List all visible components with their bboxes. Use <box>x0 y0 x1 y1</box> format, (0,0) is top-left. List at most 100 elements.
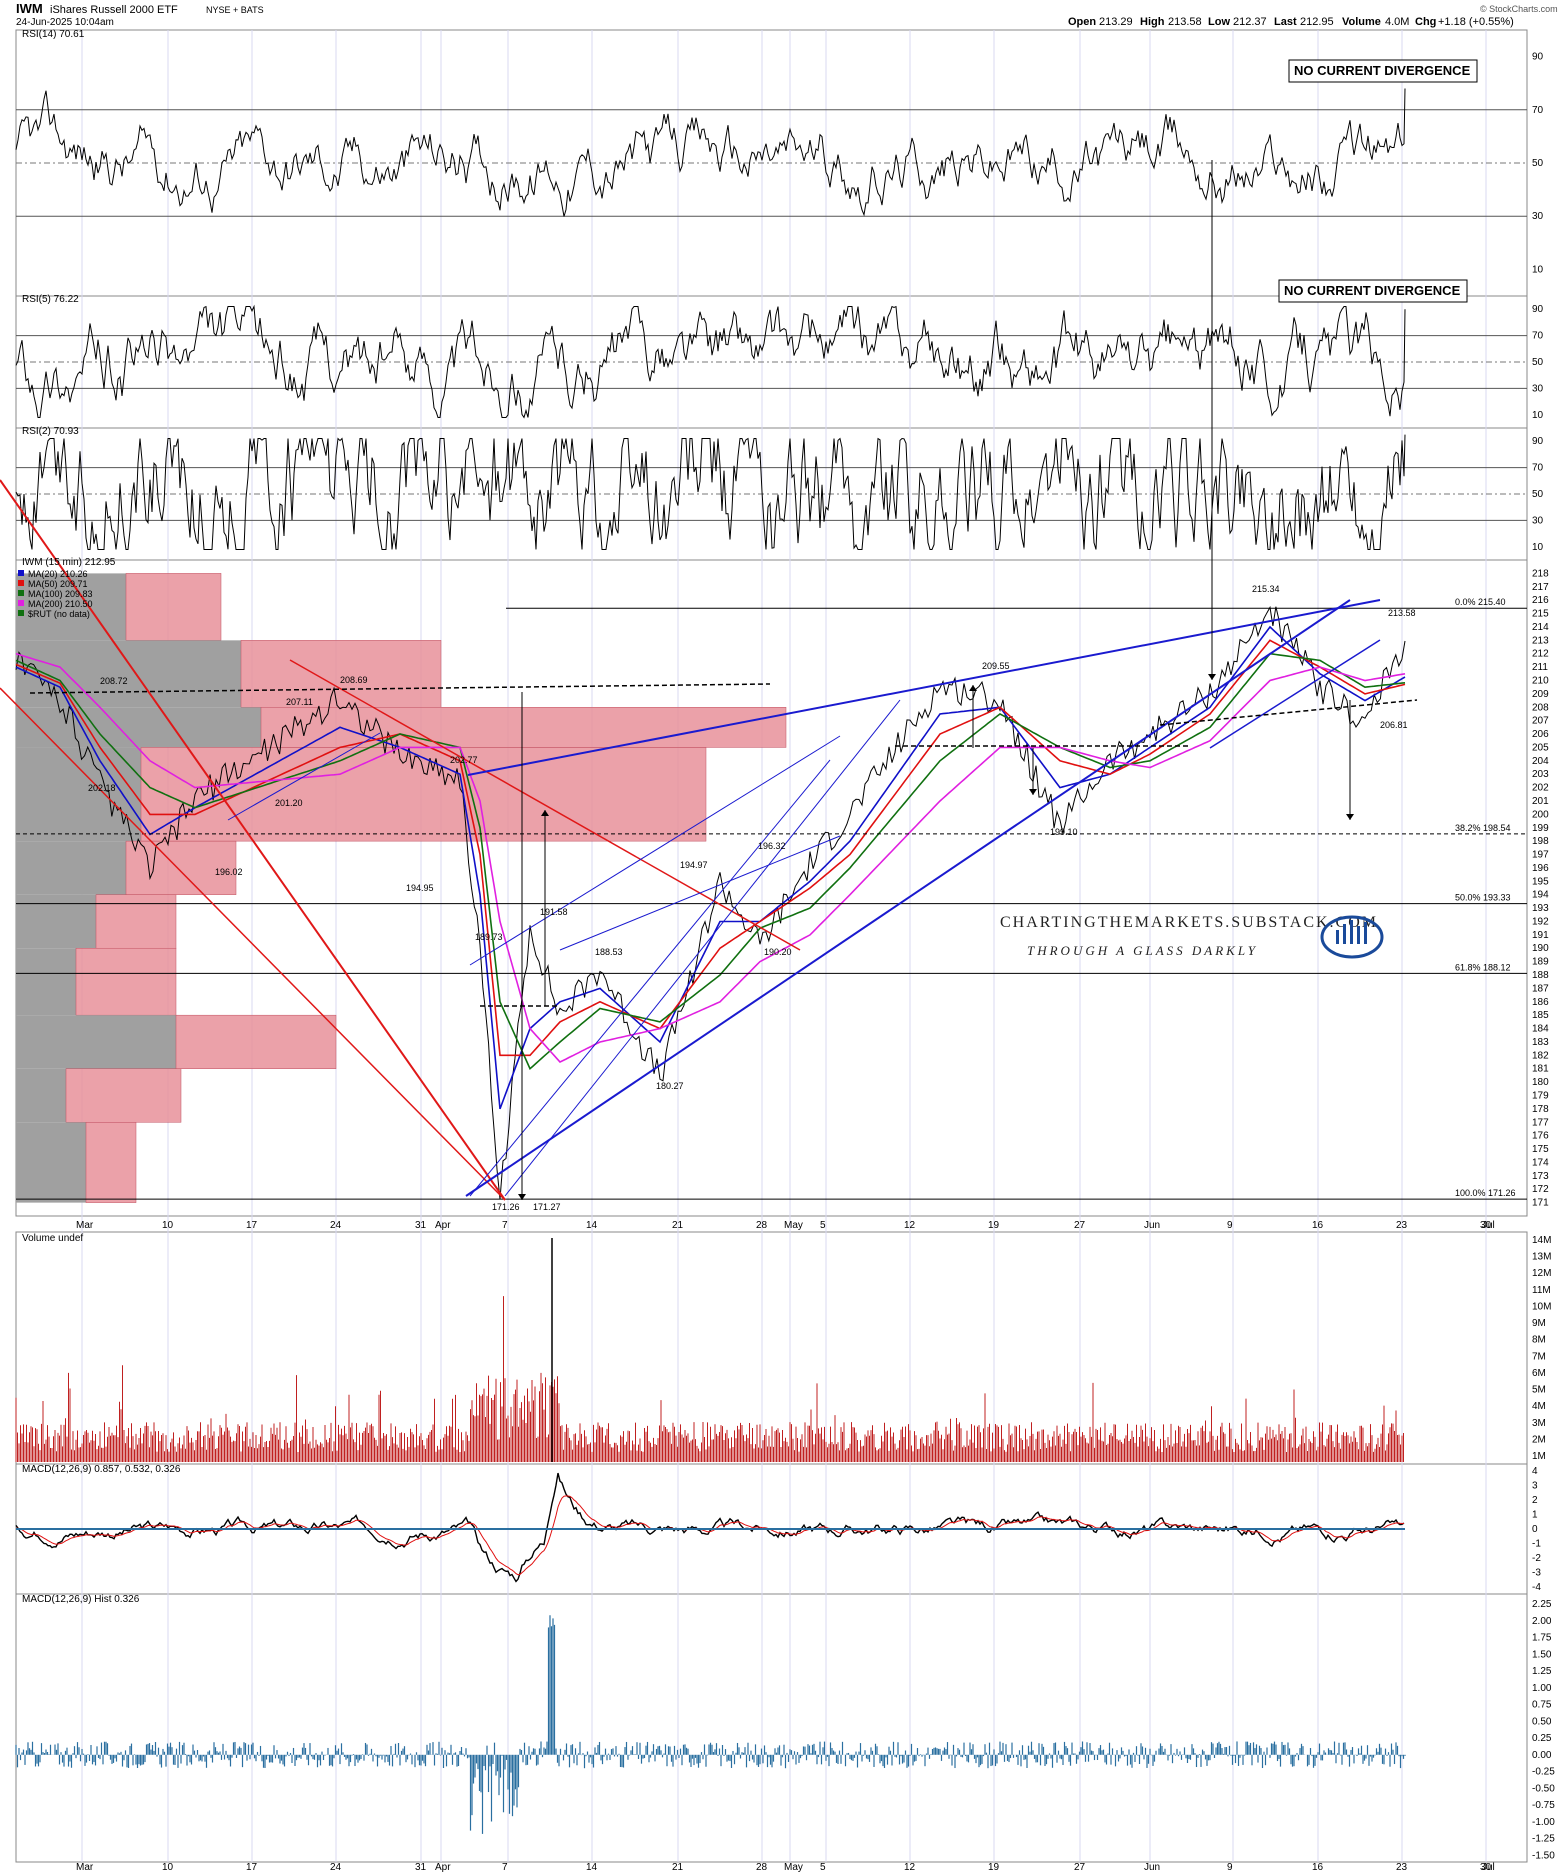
price-y-tick: 176 <box>1532 1131 1549 1142</box>
fib-label: 61.8% 188.12 <box>1455 962 1511 972</box>
price-y-tick: 202 <box>1532 783 1549 794</box>
price-point-label: 196.02 <box>215 867 243 877</box>
price-y-tick: 208 <box>1532 702 1549 713</box>
x-tick-label-bottom: Jun <box>1144 1862 1160 1872</box>
hist-y-tick: -0.25 <box>1532 1767 1555 1778</box>
volume-label: Volume <box>1342 16 1381 28</box>
hist-y-tick: 1.00 <box>1532 1683 1552 1694</box>
price-y-tick: 173 <box>1532 1171 1549 1182</box>
x-tick-label: 31 <box>415 1220 427 1231</box>
trendline <box>467 599 1381 776</box>
macd-y-tick: -1 <box>1532 1538 1541 1549</box>
low-label: Low <box>1208 16 1230 28</box>
price-series-3 <box>15 652 1406 1071</box>
x-tick-label: 23 <box>1396 1220 1408 1231</box>
header-exchange: NYSE + BATS <box>206 5 264 15</box>
price-y-tick: 199 <box>1532 823 1549 834</box>
watermark-text: CHARTINGTHEMARKETS.SUBSTACK.COM <box>1000 914 1378 931</box>
ohlc-readout: Open 213.29 High 213.58 Low 212.37 Last … <box>1068 16 1514 28</box>
volume-profile-bar-red <box>85 1122 137 1203</box>
x-tick-label: 7 <box>502 1220 508 1231</box>
fib-label: 38.2% 198.54 <box>1455 823 1511 833</box>
volume-y-tick: 5M <box>1532 1385 1546 1396</box>
volume-y-tick: 3M <box>1532 1418 1546 1429</box>
trendline <box>289 659 801 951</box>
arrow-icon-head <box>1346 814 1354 820</box>
volume-profile-bar-gray <box>16 894 96 949</box>
price-y-tick: 213 <box>1532 635 1549 646</box>
x-tick-label: 19 <box>988 1220 1000 1231</box>
rsi5-y-tick: 50 <box>1532 357 1544 368</box>
legend-entry: MA(100) 209.83 <box>28 589 93 599</box>
rsi2-title: RSI(2) 70.93 <box>22 426 79 437</box>
rsi2-y-tick: 10 <box>1532 542 1544 553</box>
price-y-tick: 194 <box>1532 890 1549 901</box>
price-point-label: 194.95 <box>406 883 434 893</box>
trendline <box>465 599 1351 1197</box>
x-tick-label: 12 <box>904 1220 916 1231</box>
price-point-label: 180.27 <box>656 1081 684 1091</box>
price-point-label: 208.69 <box>340 675 368 685</box>
volume-profile-bar-gray <box>16 1122 86 1203</box>
hist-y-tick: 0.00 <box>1532 1750 1552 1761</box>
arrow-icon-head <box>1029 789 1037 795</box>
x-tick-label-bottom: 10 <box>162 1862 174 1872</box>
volume-profile-bar-red <box>75 947 177 1016</box>
trendline <box>1209 639 1381 749</box>
x-tick-label: 9 <box>1227 1220 1233 1231</box>
price-y-tick: 186 <box>1532 997 1549 1008</box>
watermark-sub: THROUGH A GLASS DARKLY <box>1027 943 1258 958</box>
price-y-tick: 185 <box>1532 1010 1549 1021</box>
legend-swatch <box>18 590 24 596</box>
volume-y-tick: 8M <box>1532 1335 1546 1346</box>
rsi14-line <box>15 88 1406 217</box>
price-y-tick: 191 <box>1532 930 1549 941</box>
header-symbol: IWM <box>16 1 43 16</box>
price-point-label: 190.20 <box>764 947 792 957</box>
price-y-tick: 196 <box>1532 863 1549 874</box>
macd-line <box>15 1472 1405 1583</box>
price-y-tick: 192 <box>1532 916 1549 927</box>
fib-label: 0.0% 215.40 <box>1455 597 1506 607</box>
x-tick-label: 17 <box>246 1220 258 1231</box>
legend-entry: MA(50) 209.71 <box>28 579 88 589</box>
x-tick-label-bottom: 19 <box>988 1862 1000 1872</box>
volume-profile-bar-red <box>175 1014 337 1069</box>
header-datetime: 24-Jun-2025 10:04am <box>16 17 114 28</box>
legend-swatch <box>18 580 24 586</box>
price-point-label: 194.97 <box>680 860 708 870</box>
legend-entry: $RUT (no data) <box>28 609 90 619</box>
x-tick-label: 14 <box>586 1220 598 1231</box>
open-label: Open <box>1068 16 1096 28</box>
last-label: Last <box>1274 16 1297 28</box>
x-tick-label: Jun <box>1144 1220 1160 1231</box>
annotations: 0.0% 215.40 38.2% 198.54 50.0% 193.33 61.8%… <box>0 160 1527 1212</box>
price-y-tick: 212 <box>1532 649 1549 660</box>
price-y-tick: 175 <box>1532 1144 1549 1155</box>
price-y-tick: 217 <box>1532 582 1549 593</box>
x-tick-label: Mar <box>76 1220 94 1231</box>
rsi14-y-tick: 90 <box>1532 52 1544 63</box>
volume-profile-bar-red <box>240 640 442 708</box>
header-source: © StockCharts.com <box>1480 4 1558 14</box>
arrow-icon-head <box>1208 674 1216 680</box>
price-y-tick: 188 <box>1532 970 1549 981</box>
header-name: iShares Russell 2000 ETF <box>50 4 178 16</box>
x-tick-label: 30 <box>1480 1220 1492 1231</box>
rsi5-divergence-note: NO CURRENT DIVERGENCE <box>1278 279 1468 303</box>
x-axis-ticks: Mar Mar 10 10 17 17 24 24 31 31 Apr Apr 7 7 14 14 21 21 28… <box>76 1220 1495 1872</box>
x-tick-label-bottom: 7 <box>502 1862 508 1872</box>
fib-label: 50.0% 193.33 <box>1455 893 1511 903</box>
grid-lines <box>15 29 1528 1863</box>
rsi14-note-text: NO CURRENT DIVERGENCE <box>1294 63 1471 78</box>
chart-logo-icon <box>1320 915 1384 959</box>
price-y-tick: 171 <box>1532 1198 1549 1209</box>
open-value: 213.29 <box>1099 16 1133 28</box>
hist-title: MACD(12,26,9) Hist 0.326 <box>22 1594 140 1605</box>
price-y-tick: 177 <box>1532 1117 1549 1128</box>
price-y-tick: 179 <box>1532 1091 1549 1102</box>
price-y-tick: 187 <box>1532 983 1549 994</box>
hist-y-tick: 0.50 <box>1532 1716 1552 1727</box>
trendline <box>469 759 831 1197</box>
